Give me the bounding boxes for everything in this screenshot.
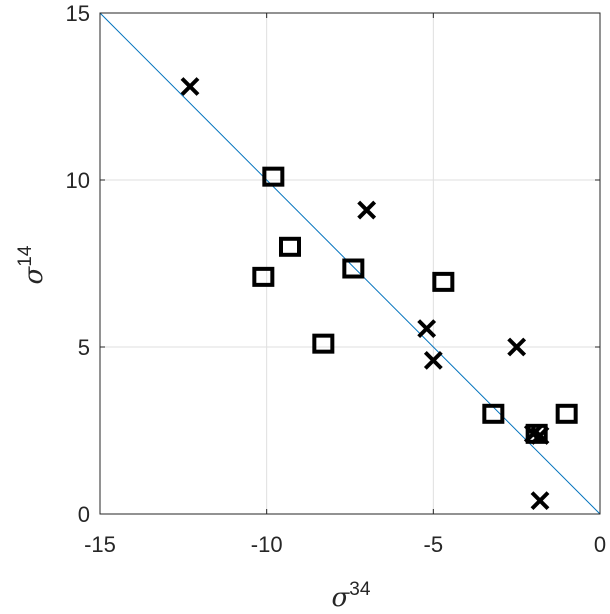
reference-line-group: [99, 12, 601, 515]
square-marker: [525, 423, 548, 444]
tick-marks: [99, 12, 601, 515]
x-tick-label: 0: [594, 532, 606, 557]
x-marker: [357, 200, 377, 220]
x-marker: [530, 426, 550, 445]
y-axis-label-symbol: σ: [19, 265, 49, 284]
axes-box: [99, 12, 601, 515]
y-tick-label: 15: [66, 1, 90, 26]
y-axis-label: σ14: [15, 245, 49, 284]
x-axis-label-superscript: 34: [349, 579, 371, 600]
x-marker: [507, 337, 527, 357]
x-tick-label: -10: [251, 532, 283, 557]
x-marker: [180, 77, 200, 96]
data-markers: [180, 77, 578, 511]
square-marker: [262, 166, 285, 187]
y-axis-label-superscript: 14: [15, 245, 36, 267]
x-axis-label: σ34: [332, 579, 371, 613]
x-marker: [423, 350, 443, 370]
tick-labels: -15 -10 -5 0 0 5 10 15: [66, 1, 607, 557]
square-marker: [252, 266, 275, 287]
reference-line: [99, 12, 601, 515]
square-marker: [432, 271, 455, 292]
x-marker: [530, 491, 550, 511]
square-marker: [312, 333, 335, 354]
x-marker: [417, 319, 437, 339]
square-marker: [279, 236, 301, 257]
y-tick-label: 0: [78, 502, 90, 527]
x-tick-label: -5: [424, 532, 444, 557]
square-marker: [482, 403, 505, 424]
square-marker: [555, 403, 578, 424]
y-tick-label: 10: [66, 168, 90, 193]
x-axis-label-symbol: σ: [332, 583, 351, 613]
square-marker: [342, 258, 365, 279]
y-tick-label: 5: [78, 335, 90, 360]
x-tick-label: -15: [84, 532, 116, 557]
